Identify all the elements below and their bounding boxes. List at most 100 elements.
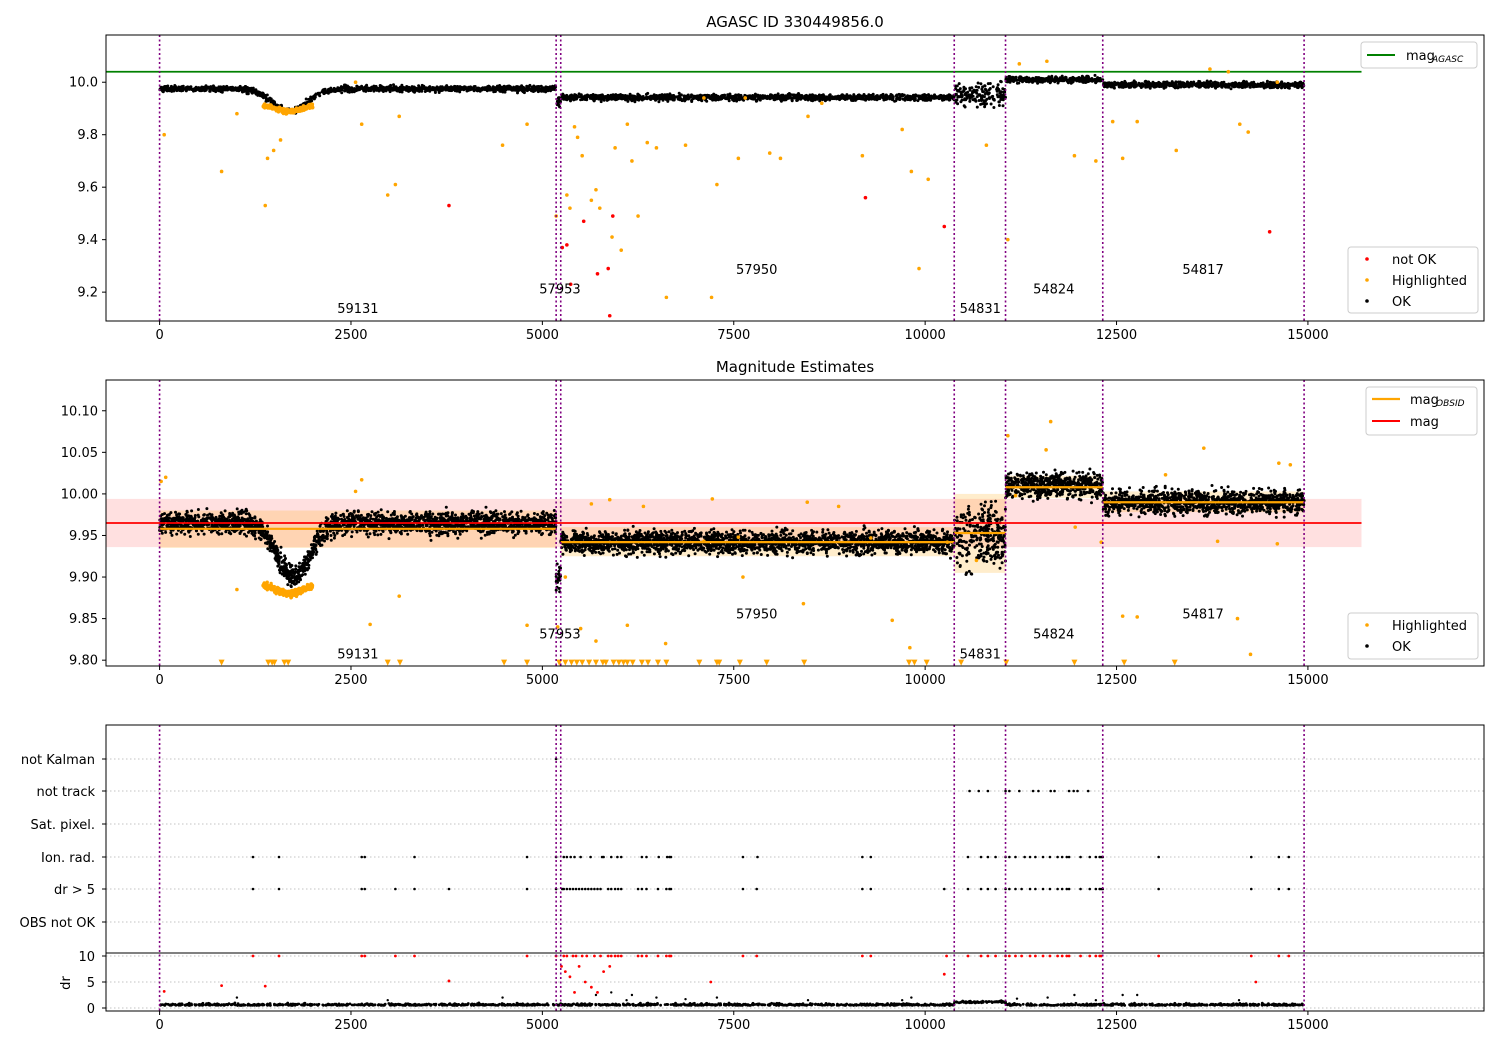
ok-point	[904, 95, 908, 99]
ok-point	[1295, 85, 1299, 89]
ok-point	[705, 99, 709, 103]
ok-point	[983, 84, 987, 88]
ok-point	[644, 92, 648, 96]
ok-point	[539, 84, 543, 88]
ok-point	[989, 102, 993, 106]
ok-point	[166, 84, 170, 88]
ok-point	[269, 99, 273, 103]
ok-point	[202, 87, 205, 91]
legend-mag-agasc-subscript: AGASC	[1431, 55, 1464, 65]
ok-point	[824, 96, 828, 100]
ok-point	[868, 97, 872, 101]
ok-point	[797, 97, 800, 101]
ok-point	[982, 100, 986, 104]
ok-point	[707, 94, 711, 97]
ok-point	[875, 95, 879, 99]
highlighted-point	[397, 114, 402, 119]
ok-point	[451, 88, 455, 92]
ok-point	[1226, 83, 1230, 87]
y-tick-label: 9.4	[77, 233, 98, 248]
ok-point	[1029, 79, 1033, 83]
ok-point	[817, 96, 821, 100]
ok-point	[1140, 82, 1143, 86]
y-tick-label: 9.8	[77, 128, 98, 143]
ok-point	[986, 92, 990, 96]
ok-point	[1230, 82, 1233, 86]
ok-point	[1144, 84, 1148, 88]
ok-point	[1176, 86, 1180, 90]
ok-point	[1262, 85, 1266, 88]
ok-point	[961, 90, 965, 94]
ok-point	[444, 505, 448, 509]
ok-point	[309, 96, 313, 100]
ok-point	[169, 86, 173, 90]
ok-point	[254, 90, 258, 94]
ok-point	[313, 95, 317, 99]
ok-point	[666, 99, 670, 103]
ok-point	[322, 89, 326, 93]
ok-point	[1062, 79, 1066, 83]
ok-point	[1043, 78, 1047, 82]
ok-point	[1019, 75, 1023, 79]
ok-point	[1158, 83, 1162, 87]
ok-point	[999, 80, 1003, 84]
ok-point	[889, 95, 892, 99]
highlighted-point	[568, 206, 572, 210]
ok-point	[1056, 78, 1060, 82]
not-ok-point	[863, 195, 868, 200]
ok-point	[769, 93, 772, 97]
ok-point	[882, 98, 886, 102]
highlighted-point	[271, 106, 275, 110]
ok-point	[845, 97, 849, 101]
ok-point	[636, 95, 640, 99]
ok-point	[911, 93, 915, 97]
ok-point	[709, 97, 713, 101]
x-tick-label: 2500	[334, 328, 367, 343]
ok-point	[412, 88, 416, 92]
ok-point	[631, 98, 635, 102]
ok-point	[1013, 78, 1017, 82]
ok-point	[1065, 78, 1069, 82]
ok-point	[526, 86, 530, 90]
ok-point	[1025, 75, 1029, 79]
ok-point	[776, 95, 780, 99]
ok-point	[245, 509, 249, 513]
ok-point	[1002, 90, 1006, 94]
ok-point	[690, 98, 694, 102]
ok-point	[784, 98, 788, 102]
ok-point	[857, 95, 861, 99]
ok-point	[772, 98, 776, 102]
ok-point	[566, 96, 570, 100]
ok-point	[254, 537, 257, 541]
ok-point	[979, 102, 983, 106]
legend-label: OK	[1392, 295, 1411, 310]
ok-point	[1233, 81, 1237, 85]
ok-point	[679, 93, 683, 97]
ok-point	[957, 82, 961, 86]
ok-point	[1216, 84, 1219, 88]
ok-point	[213, 86, 217, 90]
not-ok-point	[565, 243, 569, 247]
ok-point	[245, 88, 249, 92]
x-tick-label: 7500	[717, 328, 750, 343]
ok-point	[990, 95, 994, 99]
ok-point	[1139, 86, 1143, 89]
ok-point	[388, 90, 392, 94]
y-tick-label: 10.0	[69, 76, 98, 91]
ok-point	[480, 511, 484, 515]
ok-point	[503, 510, 506, 514]
ok-point	[236, 86, 240, 90]
ok-point	[331, 89, 335, 93]
ok-point	[1038, 80, 1042, 84]
highlighted-point	[1120, 156, 1125, 161]
ok-point	[958, 87, 962, 91]
highlighted-point	[625, 122, 630, 127]
ok-point	[963, 105, 967, 109]
highlighted-point	[1208, 67, 1212, 71]
ok-point	[996, 95, 1000, 99]
not-ok-point	[581, 219, 586, 224]
ok-point	[206, 86, 210, 90]
highlighted-point	[683, 143, 688, 148]
ok-point	[323, 539, 326, 543]
ok-point	[363, 85, 367, 89]
